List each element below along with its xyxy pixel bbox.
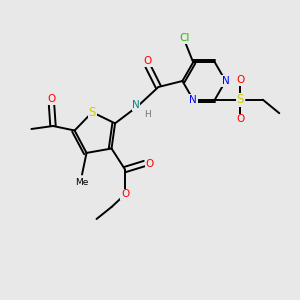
Text: Me: Me: [75, 178, 89, 187]
Text: N: N: [222, 76, 230, 86]
Text: O: O: [236, 75, 244, 85]
Text: N: N: [132, 100, 140, 110]
Text: O: O: [236, 114, 244, 124]
Text: O: O: [146, 158, 154, 169]
Text: O: O: [121, 189, 129, 200]
Text: O: O: [47, 94, 56, 104]
Text: S: S: [237, 93, 244, 106]
Text: S: S: [88, 106, 96, 119]
Text: N: N: [189, 95, 197, 105]
Text: O: O: [144, 56, 152, 67]
Text: H: H: [145, 110, 151, 118]
Text: Cl: Cl: [179, 33, 189, 43]
